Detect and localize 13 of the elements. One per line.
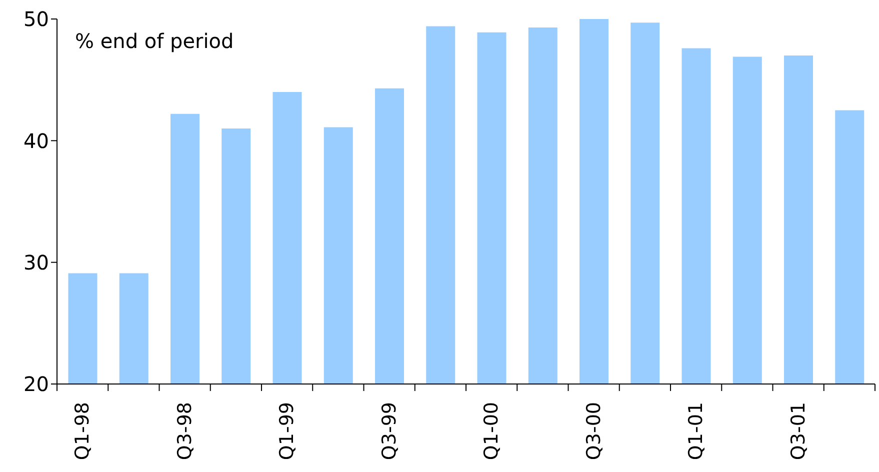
y-axis-title: % end of period <box>75 29 234 53</box>
y-tick-label: 50 <box>24 7 49 32</box>
y-tick-label: 40 <box>24 128 49 153</box>
x-tick-label: Q3-99 <box>378 402 400 460</box>
y-tick-label: 20 <box>24 372 49 396</box>
x-tick-label: Q1-99 <box>276 402 298 460</box>
x-tick-label: Q1-98 <box>72 402 94 460</box>
x-tick-label: Q1-00 <box>480 402 503 460</box>
x-tick-label: Q3-01 <box>787 402 810 460</box>
y-tick-label: 30 <box>24 250 49 274</box>
x-tick-label: Q3-98 <box>174 402 196 460</box>
x-tick-label: Q1-01 <box>685 402 708 460</box>
x-tick-label: Q3-00 <box>582 402 605 460</box>
